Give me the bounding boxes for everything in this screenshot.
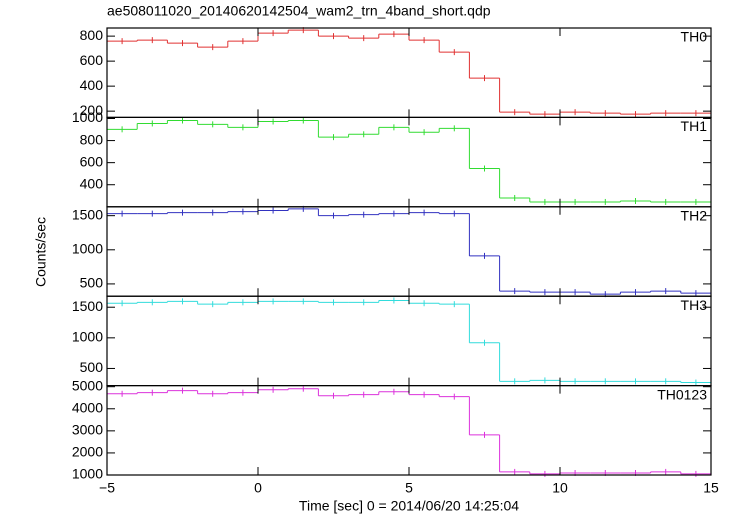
panel-label: TH0123	[657, 386, 707, 402]
panel-frame	[106, 295, 712, 387]
panel-frame	[106, 27, 712, 119]
x-axis-label: Time [sec] 0 = 2014/06/20 14:25:04	[299, 498, 519, 514]
chart-title: ae508011020_20140620142504_wam2_trn_4ban…	[107, 3, 491, 19]
y-tick-label: 800	[80, 131, 104, 147]
y-tick-label: 2000	[72, 444, 103, 460]
y-tick-label: 400	[80, 77, 104, 93]
y-tick-label: 1000	[72, 240, 103, 256]
x-tick-label: −5	[99, 480, 115, 496]
panel-label: TH2	[681, 208, 708, 224]
y-axis-label: Counts/sec	[33, 217, 49, 287]
y-tick-label: 800	[80, 27, 104, 43]
y-tick-label: 500	[80, 359, 104, 375]
y-tick-label: 4000	[72, 399, 103, 415]
y-tick-label: 1500	[72, 298, 103, 314]
y-tick-label: 400	[80, 175, 104, 191]
panel-label: TH1	[681, 118, 708, 134]
y-tick-label: 600	[80, 153, 104, 169]
panel-frame	[106, 206, 712, 297]
y-tick-label: 1500	[72, 206, 103, 222]
x-tick-label: 5	[405, 480, 413, 496]
x-tick-label: 10	[552, 480, 568, 496]
y-tick-label: 3000	[72, 422, 103, 438]
y-tick-label: 5000	[72, 377, 103, 393]
y-tick-label: 1000	[72, 466, 103, 482]
y-tick-label: 500	[80, 275, 104, 291]
panel-frame	[106, 385, 712, 476]
y-tick-label: 200	[80, 102, 104, 118]
y-tick-label: 600	[80, 52, 104, 68]
x-tick-label: 15	[703, 480, 719, 496]
panel-label: TH0	[681, 29, 708, 45]
panel-label: TH3	[681, 297, 708, 313]
y-tick-label: 1000	[72, 109, 103, 125]
y-tick-label: 1000	[72, 329, 103, 345]
x-tick-label: 0	[254, 480, 262, 496]
